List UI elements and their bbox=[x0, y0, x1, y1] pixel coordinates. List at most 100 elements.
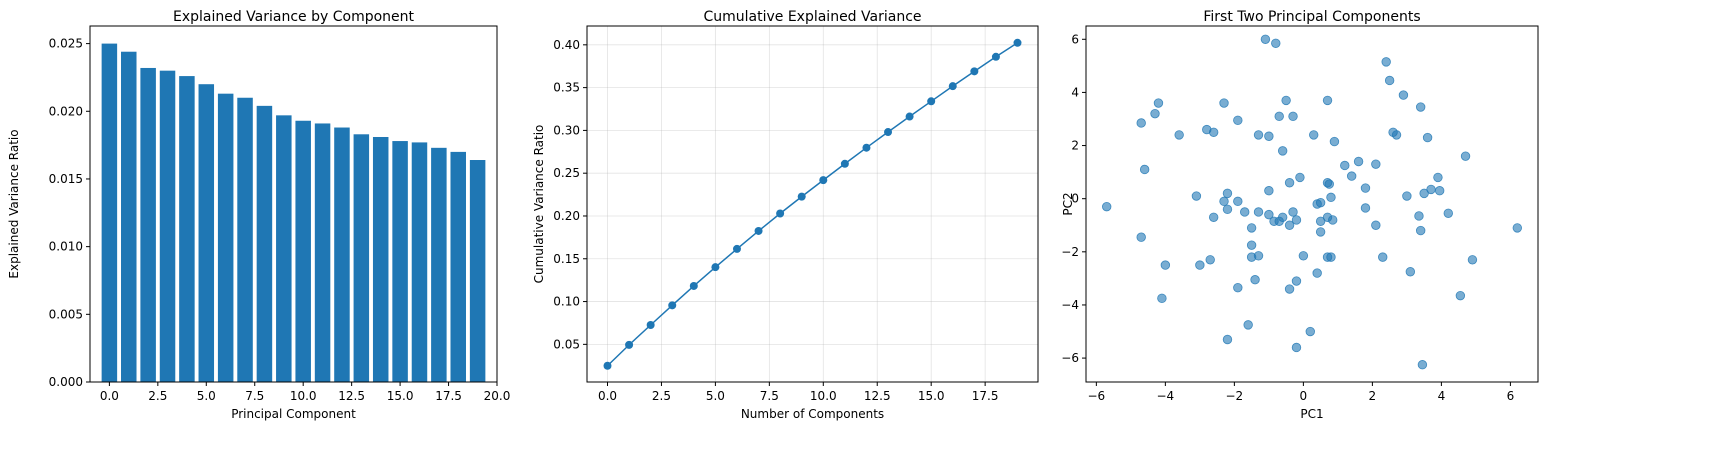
y-tick-label: −4 bbox=[1061, 298, 1079, 312]
scatter-point bbox=[1443, 208, 1453, 218]
y-tick-label: 0.010 bbox=[49, 240, 83, 254]
bar bbox=[450, 151, 466, 382]
plot-area bbox=[101, 43, 486, 383]
scatter-point bbox=[1512, 223, 1522, 233]
scatter-point bbox=[1326, 252, 1336, 262]
x-tick-label: −4 bbox=[1157, 389, 1175, 403]
bar bbox=[334, 127, 350, 383]
scatter-point bbox=[1157, 293, 1167, 304]
scatter-point bbox=[1271, 38, 1281, 48]
x-tick-label: −6 bbox=[1087, 389, 1105, 403]
scatter-point bbox=[1288, 207, 1298, 217]
data-point bbox=[797, 192, 806, 201]
scatter-point bbox=[1222, 188, 1233, 199]
scatter-point bbox=[1329, 136, 1340, 147]
data-point bbox=[732, 244, 741, 253]
data-point bbox=[754, 226, 763, 235]
scatter-point bbox=[1371, 220, 1381, 230]
data-point bbox=[603, 361, 612, 370]
scatter-point bbox=[1371, 159, 1381, 169]
scatter-point bbox=[1136, 118, 1146, 128]
x-axis-label: PC1 bbox=[1300, 407, 1323, 421]
bar bbox=[353, 134, 370, 382]
y-tick-label: 0.25 bbox=[553, 166, 580, 180]
x-tick-label: 15.0 bbox=[387, 389, 414, 403]
bar bbox=[314, 123, 331, 382]
scatter-point bbox=[1415, 102, 1426, 112]
y-tick-label: 4 bbox=[1071, 85, 1079, 99]
y-tick-label: 2 bbox=[1071, 139, 1079, 153]
x-axis: −6 −4 −2 0 2 4 6 bbox=[1087, 382, 1514, 403]
bar bbox=[411, 142, 428, 382]
scatter-point bbox=[1250, 275, 1260, 285]
bar bbox=[392, 141, 408, 382]
scatter-point bbox=[1264, 131, 1274, 141]
y-tick-label: 0.000 bbox=[49, 375, 83, 389]
y-tick-label: 0.35 bbox=[553, 81, 580, 95]
data-point bbox=[776, 209, 785, 218]
scatter-point bbox=[1326, 192, 1336, 203]
x-tick-label: −2 bbox=[1226, 389, 1244, 403]
x-tick-label: 10.0 bbox=[810, 389, 837, 403]
scatter-point bbox=[1243, 320, 1253, 330]
scatter-point bbox=[1322, 95, 1333, 106]
scatter-point bbox=[1233, 115, 1243, 126]
scatter-point bbox=[1346, 171, 1357, 181]
scatter-point bbox=[1455, 290, 1466, 301]
scatter-point bbox=[1139, 164, 1150, 175]
data-point bbox=[884, 128, 893, 137]
scatter-point bbox=[1291, 276, 1302, 286]
x-tick-label: 12.5 bbox=[864, 389, 891, 403]
bar bbox=[295, 120, 311, 382]
scatter-point bbox=[1253, 251, 1264, 261]
scatter-point bbox=[1309, 130, 1319, 140]
scatter-point bbox=[1291, 215, 1302, 225]
axes-frame bbox=[89, 25, 498, 383]
scatter-point bbox=[1467, 255, 1478, 265]
data-point bbox=[646, 321, 655, 330]
y-tick-label: 6 bbox=[1071, 32, 1079, 46]
y-tick-label: 0.025 bbox=[49, 37, 83, 51]
scatter-point bbox=[1315, 197, 1326, 208]
chart-title: Explained Variance by Component bbox=[173, 9, 415, 25]
scatter-point bbox=[1246, 240, 1257, 250]
scatter-point bbox=[1402, 191, 1412, 201]
data-point bbox=[711, 263, 720, 272]
x-axis-label: Number of Components bbox=[741, 407, 884, 421]
scatter-point bbox=[1378, 252, 1388, 262]
bar bbox=[140, 67, 156, 382]
scatter-point bbox=[1195, 260, 1205, 270]
scatter-point bbox=[1277, 146, 1288, 156]
scatter-point bbox=[1219, 196, 1229, 207]
scatter-point bbox=[1324, 179, 1334, 189]
panel-principal-components: First Two Principal Components −6 −4 −2 0 2 4… bbox=[1061, 9, 1539, 421]
axes-frame bbox=[1085, 25, 1539, 383]
scatter-point bbox=[1208, 127, 1219, 137]
data-point bbox=[625, 340, 634, 349]
scatter-point bbox=[1284, 284, 1295, 294]
scatter-point bbox=[1284, 178, 1295, 188]
x-tick-label: 17.5 bbox=[972, 389, 999, 403]
scatter-point bbox=[1398, 90, 1409, 100]
scatter-point bbox=[1328, 215, 1338, 225]
x-axis: 0.0 2.5 5.0 7.5 10.0 12.5 15.0 17.5 bbox=[598, 382, 999, 403]
bar bbox=[256, 105, 273, 382]
scatter-point bbox=[1417, 360, 1428, 370]
x-axis: 0.0 2.5 5.0 7.5 10.0 12.5 15.0 17.5 20.0 bbox=[100, 382, 510, 403]
bar bbox=[101, 43, 118, 383]
scatter-point bbox=[1253, 130, 1264, 140]
scatter-point bbox=[1264, 209, 1274, 220]
y-tick-label: 0.05 bbox=[553, 337, 580, 351]
scatter-point bbox=[1288, 111, 1298, 122]
x-tick-label: 4 bbox=[1438, 389, 1446, 403]
scatter-point bbox=[1340, 160, 1350, 171]
data-point bbox=[927, 97, 936, 106]
y-tick-label: 0.015 bbox=[49, 172, 83, 186]
scatter-point bbox=[1360, 203, 1371, 213]
data-point bbox=[948, 82, 957, 91]
bar bbox=[159, 70, 176, 383]
x-tick-label: 0 bbox=[1300, 389, 1308, 403]
scatter-point bbox=[1205, 255, 1215, 265]
scatter-point bbox=[1102, 201, 1112, 212]
